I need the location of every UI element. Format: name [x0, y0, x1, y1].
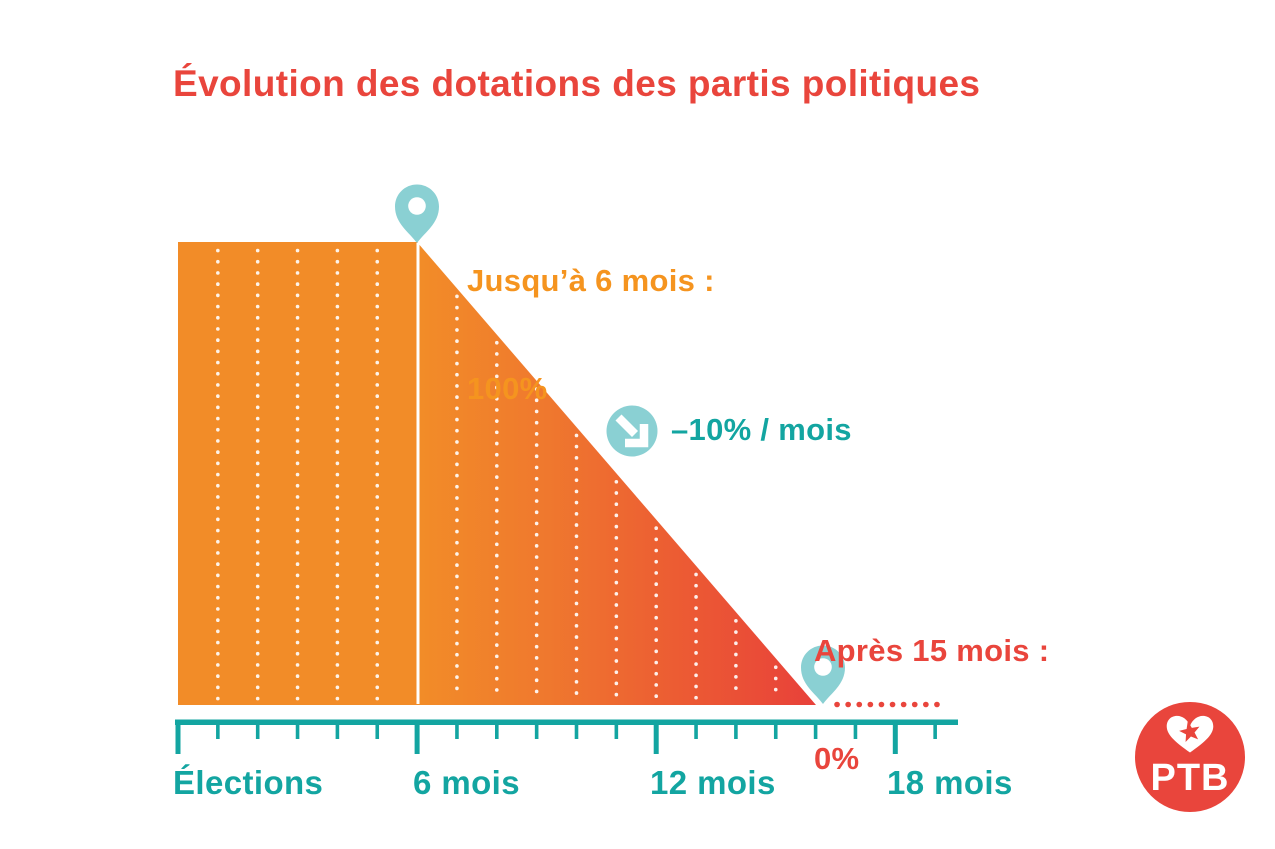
- axis-label-18-mois: 18 mois: [887, 764, 1013, 801]
- peak-pin-icon: [395, 184, 439, 243]
- page-title: Évolution des dotations des partis polit…: [173, 63, 981, 104]
- logo-text: PTB: [1151, 757, 1230, 799]
- peak-annotation: Jusqu’à 6 mois : 100%: [467, 191, 715, 479]
- end-annotation: Après 15 mois : 0%: [814, 561, 1049, 849]
- dotted-grid-columns: [216, 248, 778, 701]
- peak-annotation-value: 100%: [467, 371, 548, 406]
- logo-circle: [1135, 702, 1245, 812]
- axis-line: [175, 719, 958, 725]
- timeline-axis: [175, 719, 958, 754]
- end-pin-icon: [801, 645, 845, 704]
- peak-annotation-line1: Jusqu’à 6 mois :: [467, 263, 715, 298]
- rate-annotation: –10% / mois: [671, 412, 852, 447]
- axis-label-elections: Élections: [173, 764, 324, 801]
- axis-ticks: [175, 721, 937, 754]
- heart-star-icon: [1166, 715, 1214, 753]
- funding-area: [178, 242, 816, 705]
- axis-label-12-mois: 12 mois: [650, 764, 776, 801]
- arrow-down-right-icon: [606, 405, 658, 457]
- end-annotation-line1: Après 15 mois :: [814, 633, 1050, 668]
- ptb-logo: PTB: [1135, 702, 1245, 812]
- end-annotation-value: 0%: [814, 741, 860, 776]
- axis-label-6-mois: 6 mois: [413, 764, 520, 801]
